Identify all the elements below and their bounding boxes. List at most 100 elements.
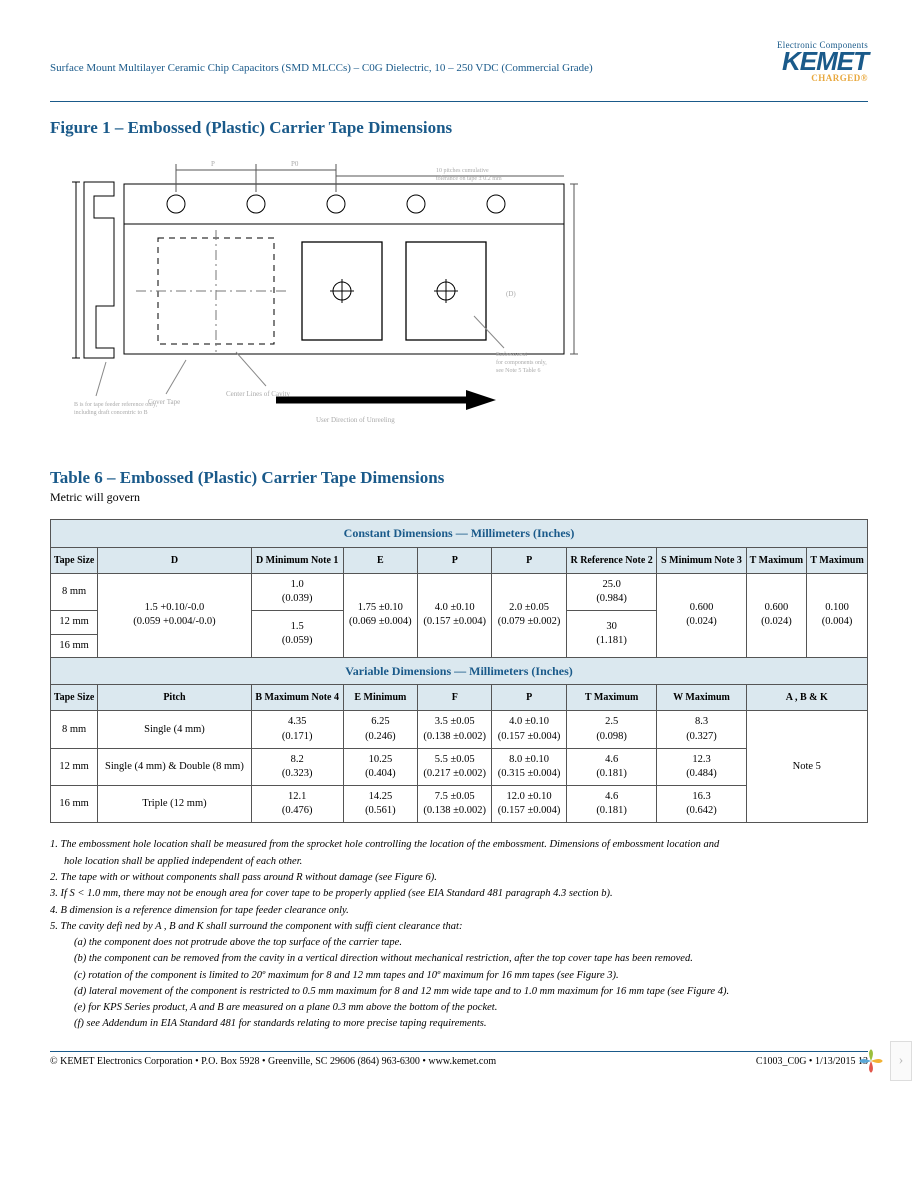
note-1: 1. The embossment hole location shall be… [50, 837, 868, 853]
cell: 6.25(0.246) [343, 711, 417, 748]
col-d: D [98, 547, 251, 574]
svg-text:B is for tape feeder referenc: B is for tape feeder reference only, [74, 401, 158, 408]
note-5f: (f) see Addendum in EIA Standard 481 for… [50, 1016, 868, 1032]
figure-title: Figure 1 – Embossed (Plastic) Carrier Ta… [50, 118, 868, 138]
flower-icon [858, 1048, 884, 1074]
logo-block: Electronic Components KEMET CHARGED® [777, 40, 868, 83]
cell: 30(1.181) [566, 611, 657, 657]
header-rule [50, 101, 868, 102]
chevron-right-icon: › [899, 1053, 904, 1069]
cell: 12 mm [51, 748, 98, 785]
cell: 16.3(0.642) [657, 786, 746, 823]
cell: 0.100(0.004) [807, 574, 868, 658]
cell: 0.600(0.024) [746, 574, 807, 658]
notes-block: 1. The embossment hole location shall be… [50, 837, 868, 1032]
cell: 3.5 ±0.05(0.138 ±0.002) [418, 711, 492, 748]
col-tape-size: Tape Size [51, 547, 98, 574]
cell: 12.0 ±0.10(0.157 ±0.004) [492, 786, 566, 823]
cell: 1.0(0.039) [251, 574, 343, 611]
cell: 8.2(0.323) [251, 748, 343, 785]
note-5: 5. The cavity defi ned by A , B and K sh… [50, 919, 868, 935]
cell: 8.3(0.327) [657, 711, 746, 748]
col-t1: T Maximum [746, 547, 807, 574]
const-section-header: Constant Dimensions — Millimeters (Inche… [51, 520, 868, 547]
cell: 4.0 ±0.10(0.157 ±0.004) [492, 711, 566, 748]
constant-dimensions-table: Constant Dimensions — Millimeters (Inche… [50, 519, 868, 823]
header-row: Surface Mount Multilayer Ceramic Chip Ca… [50, 40, 868, 83]
table6-title: Table 6 – Embossed (Plastic) Carrier Tap… [50, 468, 868, 488]
cell: 8 mm [51, 711, 98, 748]
cell: Triple (12 mm) [98, 786, 251, 823]
vcol-pitch: Pitch [98, 684, 251, 711]
note-1b: hole location shall be applied independe… [50, 854, 868, 870]
vcol-f: F [418, 684, 492, 711]
cell: Note 5 [746, 711, 867, 823]
col-t2: T Maximum [807, 547, 868, 574]
vcol-e: E Minimum [343, 684, 417, 711]
svg-text:for components only,: for components only, [496, 359, 547, 366]
col-e: E [343, 547, 417, 574]
vcol-w: W Maximum [657, 684, 746, 711]
header-text: Surface Mount Multilayer Ceramic Chip Ca… [50, 40, 777, 74]
svg-text:User Direction of Unreeling: User Direction of Unreeling [316, 416, 395, 424]
col-p2: P [492, 547, 566, 574]
vcol-abk: A , B & K [746, 684, 867, 711]
note-5b: (b) the component can be removed from th… [50, 951, 868, 967]
note-5d: (d) lateral movement of the component is… [50, 984, 868, 1000]
cell: 1.5(0.059) [251, 611, 343, 657]
cell: Single (4 mm) & Double (8 mm) [98, 748, 251, 785]
logo-name: KEMET [777, 50, 868, 73]
footer-left: © KEMET Electronics Corporation • P.O. B… [50, 1056, 496, 1067]
col-s: S Minimum Note 3 [657, 547, 746, 574]
cell: 16 mm [51, 786, 98, 823]
note-5c: (c) rotation of the component is limited… [50, 968, 868, 984]
cell: 25.0(0.984) [566, 574, 657, 611]
svg-text:tolerance on tape ± 0.2 mm: tolerance on tape ± 0.2 mm [436, 176, 502, 182]
cell: 0.600(0.024) [657, 574, 746, 658]
svg-text:P: P [211, 160, 215, 168]
vcol-p: P [492, 684, 566, 711]
cell: 12.3(0.484) [657, 748, 746, 785]
col-r: R Reference Note 2 [566, 547, 657, 574]
footer: © KEMET Electronics Corporation • P.O. B… [50, 1051, 868, 1067]
cell: Single (4 mm) [98, 711, 251, 748]
figure-diagram: P P0 10 pitches cumulative tolerance on … [66, 146, 868, 440]
cell: 5.5 ±0.05(0.217 ±0.002) [418, 748, 492, 785]
cell: 4.0 ±0.10(0.157 ±0.004) [418, 574, 492, 658]
footer-right: C1003_C0G • 1/13/2015 13 [756, 1056, 868, 1067]
svg-text:including draft concentric to: including draft concentric to B [74, 409, 148, 416]
cell: 4.6(0.181) [566, 786, 657, 823]
vcol-size: Tape Size [51, 684, 98, 711]
note-3: 3. If S < 1.0 mm, there may not be enoug… [50, 886, 868, 902]
cell: 2.5(0.098) [566, 711, 657, 748]
cell: 2.0 ±0.05(0.079 ±0.002) [492, 574, 566, 658]
metric-govern: Metric will govern [50, 490, 868, 505]
page-nav-corner: › [858, 1041, 912, 1081]
cell: 10.25(0.404) [343, 748, 417, 785]
note-4: 4. B dimension is a reference dimension … [50, 903, 868, 919]
cell: 14.25(0.561) [343, 786, 417, 823]
cell: 16 mm [51, 634, 98, 657]
cell: 1.5 +0.10/-0.0(0.059 +0.004/-0.0) [98, 574, 251, 658]
vcol-t: T Maximum [566, 684, 657, 711]
cell: 4.35(0.171) [251, 711, 343, 748]
cell: 12.1(0.476) [251, 786, 343, 823]
cell: 7.5 ±0.05(0.138 ±0.002) [418, 786, 492, 823]
col-dmin: D Minimum Note 1 [251, 547, 343, 574]
note-5a: (a) the component does not protrude abov… [50, 935, 868, 951]
svg-text:see Note 5 Table 6: see Note 5 Table 6 [496, 368, 540, 374]
var-section-header: Variable Dimensions — Millimeters (Inche… [51, 657, 868, 684]
cell: 8.0 ±0.10(0.315 ±0.004) [492, 748, 566, 785]
cell: 1.75 ±0.10(0.069 ±0.004) [343, 574, 417, 658]
svg-text:P0: P0 [291, 160, 299, 168]
next-page-button[interactable]: › [890, 1041, 912, 1081]
cell: 8 mm [51, 574, 98, 611]
svg-text:10 pitches cumulative: 10 pitches cumulative [436, 168, 489, 174]
svg-text:(D): (D) [506, 290, 516, 298]
note-2: 2. The tape with or without components s… [50, 870, 868, 886]
cell: 12 mm [51, 611, 98, 634]
vcol-b: B Maximum Note 4 [251, 684, 343, 711]
col-p1: P [418, 547, 492, 574]
note-5e: (e) for KPS Series product, A and B are … [50, 1000, 868, 1016]
svg-text:Embossment: Embossment [496, 352, 527, 358]
